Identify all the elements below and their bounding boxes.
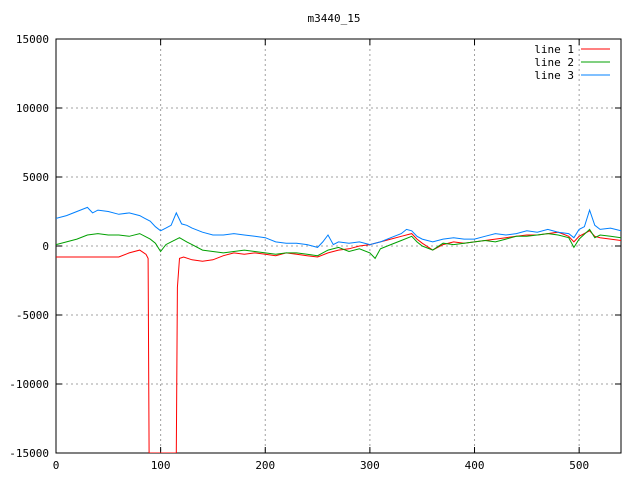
x-tick-label: 300	[360, 459, 380, 472]
x-tick-label: 100	[151, 459, 171, 472]
series-line-1	[56, 230, 621, 453]
x-tick-label: 200	[255, 459, 275, 472]
x-tick-label: 500	[569, 459, 589, 472]
y-tick-label: 5000	[23, 171, 50, 184]
legend-label: line 1	[534, 43, 574, 56]
y-tick-label: 10000	[16, 102, 49, 115]
tick-layer: 0 100 200 300 400 500 -15000 -10000 -5000 0 5000 10…	[9, 33, 621, 472]
legend-label: line 3	[534, 69, 574, 82]
series-layer	[56, 206, 621, 453]
y-tick-label: 15000	[16, 33, 49, 46]
chart-title: m3440_15	[308, 12, 361, 25]
y-tick-label: 0	[42, 240, 49, 253]
x-tick-label: 0	[53, 459, 60, 472]
series-line-3	[56, 206, 621, 248]
series-line-2	[56, 228, 621, 260]
y-tick-label: -5000	[16, 309, 49, 322]
x-tick-label: 400	[465, 459, 485, 472]
grid-layer	[56, 39, 621, 453]
y-tick-label: -15000	[9, 447, 49, 460]
legend-label: line 2	[534, 56, 574, 69]
y-tick-label: -10000	[9, 378, 49, 391]
plot-frame	[55, 38, 622, 454]
